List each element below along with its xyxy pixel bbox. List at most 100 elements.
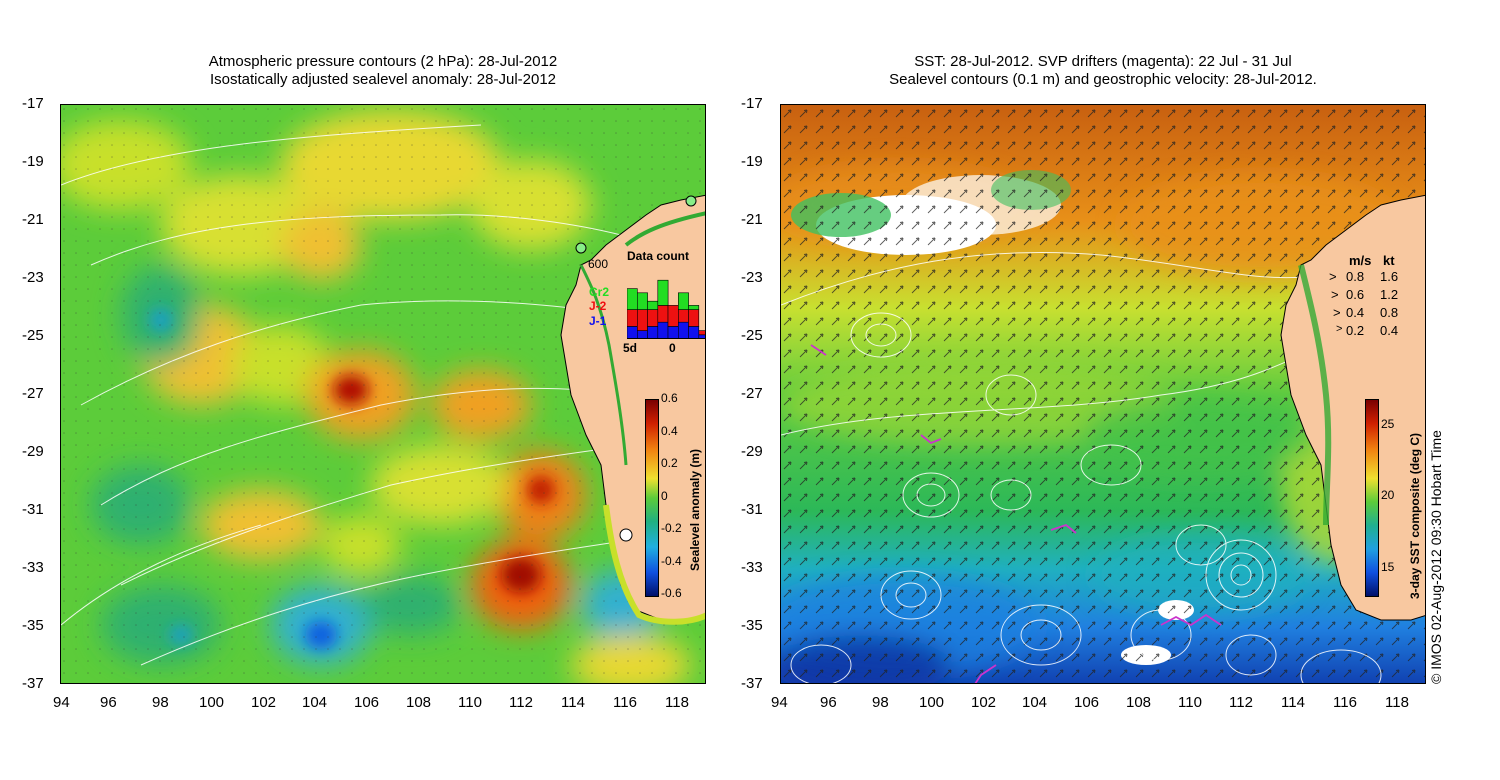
right-title-line2: Sealevel contours (0.1 m) and geostrophi… [889,71,1317,88]
count-bar-j2 [657,305,669,323]
left-title-line2: Isostatically adjusted sealevel anomaly:… [209,71,557,88]
left-x-tick: 94 [53,694,70,711]
left-title: Atmospheric pressure contours (2 hPa): 2… [60,53,706,89]
left-y-tick: -29 [22,443,44,460]
right-x-tick: 96 [820,694,837,711]
sst-colorbar [1365,399,1379,597]
legend-cr2: Cr2 [589,285,610,299]
count-bar-j2 [698,330,705,336]
sst-map[interactable]: m/s kt > 0.8 1.6 > 0.6 1.2 > 0.4 0.8 > 0… [780,104,1426,684]
count-bar-cr2 [627,288,638,310]
sla-colorbar-tick: -0.4 [661,554,682,568]
right-x-tick: 116 [1333,694,1357,711]
left-x-tick: 98 [152,694,169,711]
legend-j1: J-1 [589,314,607,328]
right-x-tick: 110 [1178,694,1202,711]
right-y-tick: -31 [741,501,763,518]
right-y-tick: -33 [741,559,763,576]
velocity-row-ms: 0.2 [1346,323,1365,338]
right-x-tick: 98 [872,694,889,711]
right-x-tick: 102 [971,694,997,711]
velocity-header-kt: kt [1383,253,1395,268]
left-y-tick: -17 [22,95,44,112]
left-x-tick: 102 [251,694,277,711]
velocity-row-kt: 0.4 [1380,323,1399,338]
right-x-tick: 112 [1229,694,1253,711]
right-x-tick: 114 [1281,694,1305,711]
right-y-tick: -25 [741,327,763,344]
left-y-tick: -27 [22,385,44,402]
pressure-contours [61,124,662,666]
count-bar-cr2 [657,279,669,306]
left-y-tick: -31 [22,501,44,518]
data-count-chart [627,279,705,339]
left-title-line1: Atmospheric pressure contours (2 hPa): 2… [208,53,558,70]
sla-map-canvas [61,105,705,683]
depth-label: 600 [588,257,609,271]
sst-map-canvas [781,105,1425,683]
left-y-tick: -37 [22,675,44,692]
right-x-tick: 118 [1385,694,1409,711]
left-y-tick: -35 [22,617,44,634]
count-bar-j2 [637,309,648,331]
velocity-row-arrow: > [1329,269,1337,284]
australia-land [1280,194,1425,621]
legend-j2: J-2 [589,299,607,313]
count-bar-j2 [647,309,659,327]
count-bar-j1 [688,326,700,339]
sla-colorbar-tick: 0.6 [661,391,678,405]
count-bar-j1 [677,321,689,339]
right-y-tick: -23 [741,269,763,286]
count-x-mid: 0 [669,341,676,355]
sla-colorbar-tick: -0.2 [661,521,682,535]
count-bar-j2 [667,305,679,327]
velocity-row-kt: 1.6 [1380,269,1399,284]
velocity-row-kt: 0.8 [1380,305,1399,320]
left-y-tick: -33 [22,559,44,576]
left-x-tick: 100 [199,694,225,711]
right-y-tick: -27 [741,385,763,402]
count-bar-j2 [688,309,700,327]
sst-colorbar-label: 3-day SST composite (deg C) [1408,432,1422,599]
velocity-row-arrow: > [1331,287,1339,302]
count-bar-j1 [627,326,638,339]
count-bar-j1 [657,321,669,339]
count-x-start: 5d [623,341,638,355]
right-x-tick: 100 [919,694,945,711]
velocity-row-kt: 1.2 [1380,287,1399,302]
right-y-tick: -17 [741,95,763,112]
left-x-tick: 114 [561,694,585,711]
left-x-tick: 96 [100,694,117,711]
sla-colorbar-tick: 0.4 [661,424,678,438]
sla-colorbar [645,399,659,597]
velocity-row-ms: 0.6 [1346,287,1365,302]
right-y-tick: -37 [741,675,763,692]
left-y-tick: -19 [22,153,44,170]
right-x-tick: 94 [771,694,788,711]
sla-colorbar-tick: 0.2 [661,456,678,470]
count-bar-cr2 [688,305,700,310]
left-x-tick: 118 [665,694,689,711]
velocity-row-arrow: > [1336,323,1343,335]
copyright-notice: © IMOS 02-Aug-2012 09:30 Hobart Time [1428,430,1444,684]
sst-colorbar-tick: 25 [1381,417,1395,431]
left-x-tick: 106 [354,694,380,711]
left-y-tick: -23 [22,269,44,286]
sealevel-contours [781,251,1382,683]
count-bar-j1 [637,330,648,339]
left-x-tick: 110 [458,694,482,711]
sla-map[interactable]: 600 Data count Cr2 J-2 J-1 5d 0 5 0.6 0.… [60,104,706,684]
count-bar-cr2 [647,300,659,310]
svp-drifter-tracks [810,344,1222,683]
right-title: SST: 28-Jul-2012. SVP drifters (magenta)… [780,53,1426,89]
sst-colorbar-tick: 15 [1381,560,1395,574]
velocity-row-ms: 0.4 [1346,305,1365,320]
count-bar-j2 [677,309,689,323]
velocity-row-ms: 0.8 [1346,269,1365,284]
data-count-title: Data count [627,249,690,263]
right-title-line1: SST: 28-Jul-2012. SVP drifters (magenta)… [914,53,1292,70]
sla-colorbar-label: Sealevel anomaly (m) [688,448,702,571]
count-x-end: 5 [705,341,706,355]
sst-colorbar-tick: 20 [1381,488,1395,502]
count-bar-cr2 [637,292,648,310]
